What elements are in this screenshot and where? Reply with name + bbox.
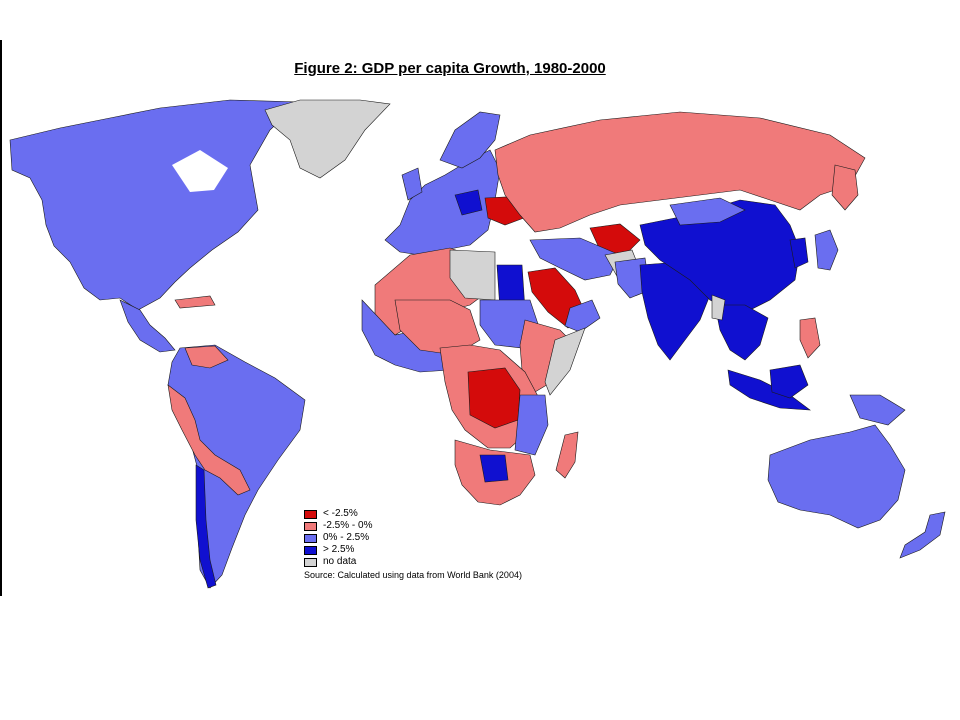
- region-somalia: [544, 327, 586, 396]
- region-japan: [814, 229, 839, 271]
- region-philippines: [799, 317, 821, 359]
- region-myanmar: [711, 294, 726, 321]
- region-middle-east-north: [529, 237, 621, 281]
- legend-swatch: [304, 557, 317, 567]
- legend-item-nodata: no data: [304, 556, 522, 568]
- region-new-guinea: [849, 394, 906, 426]
- region-libya: [449, 249, 496, 301]
- region-europe-west: [384, 149, 501, 256]
- legend-label: > 2.5%: [323, 544, 355, 555]
- region-ireland-uk: [401, 167, 423, 201]
- region-korea: [789, 237, 809, 269]
- region-south-america-east: [167, 344, 306, 589]
- region-mongolia: [669, 197, 746, 226]
- region-scandinavia: [439, 111, 501, 169]
- legend-swatch: [304, 521, 317, 531]
- region-east-africa: [514, 394, 549, 456]
- legend-label: < -2.5%: [323, 508, 358, 519]
- legend-label: -2.5% - 0%: [323, 520, 373, 531]
- legend-item-neg25-0: -2.5% - 0%: [304, 520, 522, 532]
- legend-item-0-25: 0% - 2.5%: [304, 532, 522, 544]
- region-caribbean: [174, 295, 216, 309]
- legend-item-gt25: > 2.5%: [304, 544, 522, 556]
- legend-swatch: [304, 533, 317, 543]
- region-central-america: [119, 299, 176, 353]
- legend-label: 0% - 2.5%: [323, 532, 370, 543]
- region-australia: [767, 424, 906, 529]
- map-panel: [0, 40, 960, 596]
- region-south-america-andes: [167, 384, 251, 496]
- legend-swatch: [304, 509, 317, 519]
- legend-item-lt-neg25: < -2.5%: [304, 508, 522, 520]
- figure-title: Figure 2: GDP per capita Growth, 1980-20…: [294, 60, 606, 77]
- region-russia: [494, 111, 866, 233]
- region-southeast-asia: [714, 304, 769, 361]
- region-kamchatka-area: [831, 164, 859, 211]
- region-gulf: [564, 299, 601, 333]
- region-chile: [195, 464, 217, 589]
- region-greenland: [264, 99, 391, 179]
- source-note: Source: Calculated using data from World…: [304, 570, 522, 580]
- legend-label: no data: [323, 556, 357, 567]
- region-borneo: [769, 364, 809, 399]
- map-legend: < -2.5% -2.5% - 0% 0% - 2.5% > 2.5% no d…: [304, 508, 522, 580]
- region-indonesia-west: [727, 369, 811, 411]
- region-north-america: [9, 99, 301, 311]
- region-venezuela: [184, 345, 229, 369]
- region-botswana: [479, 454, 509, 483]
- region-hudson-bay: [172, 150, 228, 192]
- region-poland: [454, 189, 483, 216]
- region-madagascar: [555, 431, 579, 479]
- region-new-zealand: [899, 511, 946, 559]
- region-china: [639, 199, 801, 316]
- legend-swatch: [304, 545, 317, 555]
